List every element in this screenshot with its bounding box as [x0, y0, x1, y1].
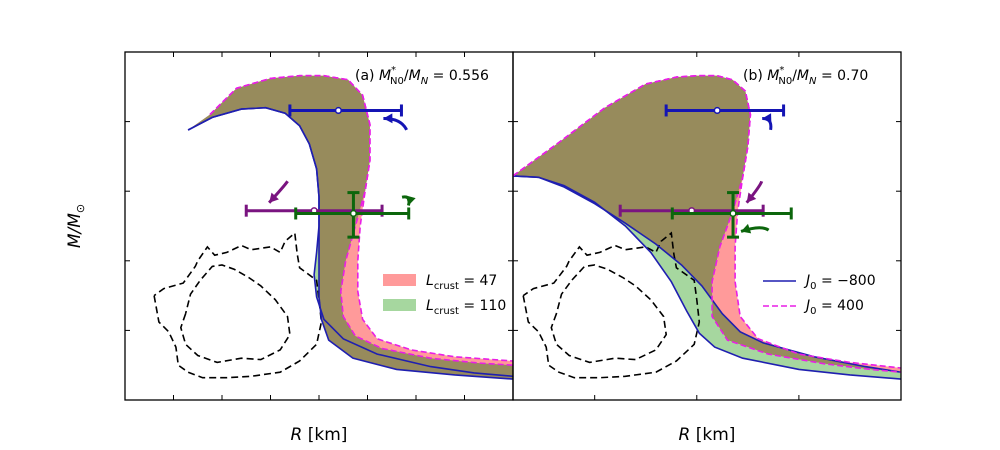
panel-frame: [512, 51, 902, 401]
plot-area: [153, 74, 513, 380]
x-axis-label: R [km]: [679, 425, 736, 445]
contour-68: [550, 264, 668, 364]
measurement-0: [288, 104, 403, 117]
measurement-arrowhead: [269, 192, 279, 203]
panel-title-sub: N0: [778, 76, 792, 87]
measurement-arrowhead: [741, 223, 752, 234]
panel-title: (b) M* N0/MN = 0.70: [743, 65, 868, 87]
legend-label-prefix: L: [426, 273, 434, 289]
x-axis-label-symbol: R: [291, 425, 303, 445]
panel-title-sup: *: [779, 65, 784, 76]
panel-title-sub: N0: [390, 76, 404, 87]
measurement-point: [334, 106, 342, 115]
legend-label-1: Lcrust = 110: [426, 298, 506, 317]
panel-title-m2: M: [409, 68, 421, 84]
curve-j0-400-3: [513, 74, 901, 373]
measurement-point: [729, 209, 737, 218]
legend-label-value: = 400: [817, 298, 864, 314]
legend-label-value: = 47: [459, 273, 497, 289]
legend-label-value: = 110: [459, 298, 506, 314]
x-axis-label-unit: [km]: [690, 425, 735, 445]
measurement-arrowhead: [746, 192, 757, 203]
contour-68: [179, 264, 291, 364]
x-axis-label-symbol: R: [679, 425, 691, 445]
panel-title: (a) M* N0/MN = 0.556: [355, 65, 489, 87]
x-axis-label: R [km]: [291, 425, 348, 445]
curve-j0-m800-0: [513, 175, 901, 380]
band-overlap: [513, 75, 901, 373]
legend-label-0: Lcrust = 47: [426, 273, 497, 292]
legend-label-value: = −800: [817, 273, 876, 289]
panel-title-label: (a): [355, 68, 379, 84]
legend-label-sub: 0: [810, 306, 816, 317]
panel-title-m2: M: [797, 68, 809, 84]
x-axis-label-unit: [km]: [302, 425, 347, 445]
legend-label-prefix: L: [426, 298, 434, 314]
measurement-arrowhead: [406, 195, 416, 206]
measurement-arrowhead: [383, 113, 393, 124]
measurement-2: [670, 191, 793, 239]
panel-title-m: M: [379, 68, 391, 84]
panel-title-sub2: N: [809, 76, 817, 87]
panel-title-sub2: N: [421, 76, 429, 87]
measurement-2: [294, 191, 411, 239]
panel-title-value: = 0.70: [817, 68, 869, 84]
legend-label-sub: crust: [434, 306, 459, 317]
measurement-point: [349, 209, 357, 218]
plot-area: [513, 74, 901, 380]
panel-title-slash: /: [792, 68, 797, 84]
legend-label-prefix: J: [803, 273, 810, 289]
measurement-arrowhead: [762, 113, 772, 124]
legend-label-sub: 0: [810, 281, 816, 292]
curve-j0-400-3: [209, 74, 513, 366]
measurement-0: [664, 104, 786, 117]
y-axis-label-main: M/M: [65, 213, 85, 248]
legend-label-0: J0 = −800: [803, 273, 876, 292]
y-axis-label: M/M⊙: [65, 204, 87, 248]
panel-title-sup: *: [391, 65, 396, 76]
y-axis-label-sub: ⊙: [74, 204, 87, 213]
measurement-point: [713, 106, 721, 115]
legend-label-1: J0 = 400: [803, 298, 864, 317]
curve-j0-m800-1: [513, 175, 901, 373]
band-overlap: [188, 75, 513, 380]
legend-label-sub: crust: [434, 281, 459, 292]
panel-title-value: = 0.556: [428, 68, 489, 84]
contour-95: [522, 231, 701, 379]
contour-95: [153, 231, 323, 379]
panel-title-m: M: [767, 68, 779, 84]
curve-j0-m800-1: [187, 106, 513, 380]
legend-swatch-1: [383, 299, 416, 311]
legend-label-prefix: J: [803, 298, 810, 314]
panel-title-slash: /: [404, 68, 409, 84]
panel-title-label: (b): [743, 68, 767, 84]
legend-swatch-0: [383, 274, 416, 286]
